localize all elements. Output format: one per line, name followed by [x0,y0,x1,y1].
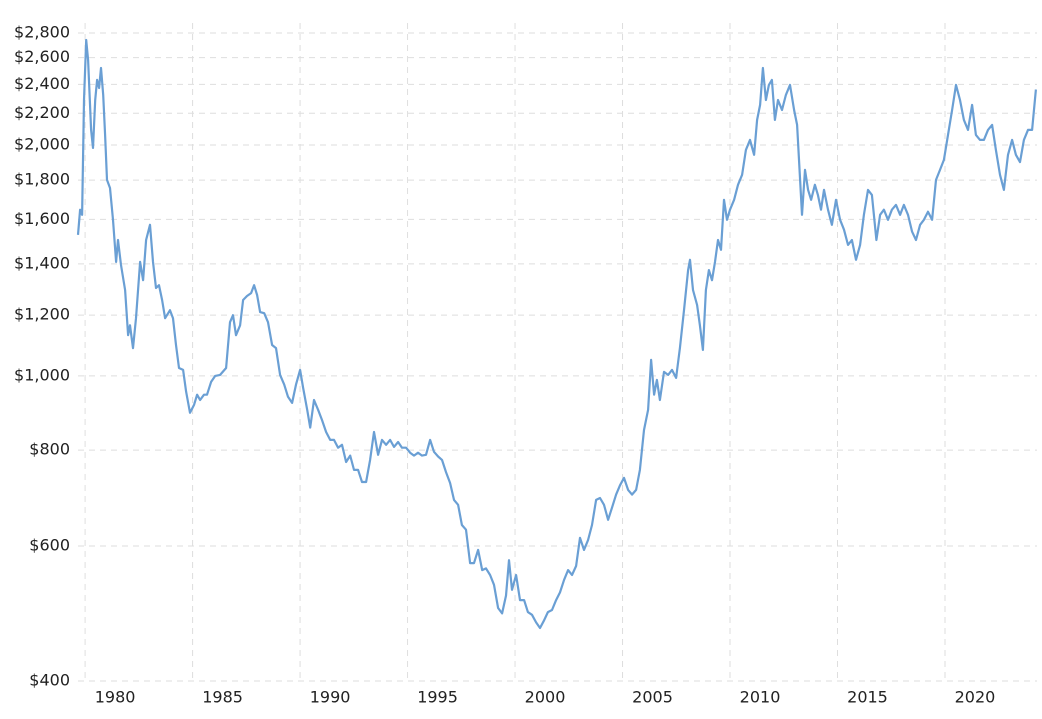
y-tick-label: $1,400 [14,253,70,272]
y-tick-label: $2,600 [14,47,70,66]
y-tick-label: $1,600 [14,209,70,228]
x-tick-label: 1995 [417,688,458,707]
y-tick-label: $600 [29,535,70,554]
x-tick-label: 1980 [95,688,136,707]
y-tick-label: $2,200 [14,103,70,122]
y-tick-label: $2,000 [14,135,70,154]
y-tick-label: $2,800 [14,23,70,42]
x-tick-label: 2005 [632,688,673,707]
y-tick-label: $1,200 [14,305,70,324]
y-tick-label: $400 [29,671,70,690]
x-tick-label: 2010 [740,688,781,707]
x-tick-label: 2000 [525,688,566,707]
data-line [76,38,1037,630]
y-tick-label: $1,000 [14,365,70,384]
x-tick-label: 2015 [847,688,888,707]
y-tick-label: $1,800 [14,170,70,189]
x-tick-label: 1985 [202,688,243,707]
x-tick-label: 2020 [955,688,996,707]
y-tick-label: $800 [29,440,70,459]
x-tick-label: 1990 [310,688,351,707]
y-tick-label: $2,400 [14,74,70,93]
